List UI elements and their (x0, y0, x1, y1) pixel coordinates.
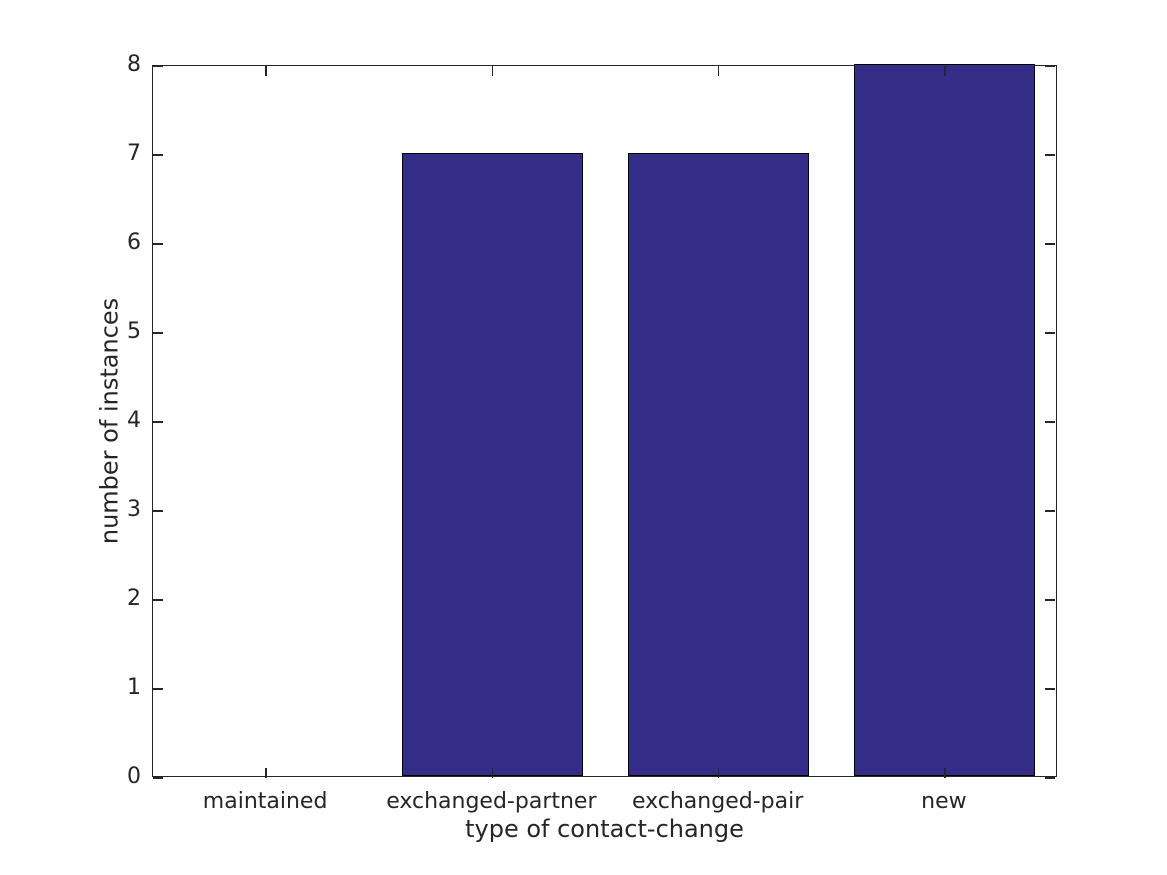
y-tick-right-7 (1045, 154, 1055, 156)
x-tick-label-exchanged-pair: exchanged-pair (631, 789, 804, 814)
y-tick-right-8 (1045, 65, 1055, 67)
y-tick-right-4 (1045, 421, 1055, 423)
bar-exchanged-pair (628, 153, 810, 776)
y-tick-label-5: 5 (127, 319, 141, 344)
y-tick-label-4: 4 (127, 408, 141, 433)
y-tick-right-1 (1045, 688, 1055, 690)
x-tick-top-maintained (265, 66, 267, 76)
y-tick-label-0: 0 (127, 764, 141, 789)
y-tick-label-1: 1 (127, 675, 141, 700)
y-tick-label-6: 6 (127, 230, 141, 255)
y-tick-label-7: 7 (127, 141, 141, 166)
y-tick-right-3 (1045, 510, 1055, 512)
y-tick-right-5 (1045, 332, 1055, 334)
x-tick-bottom-exchanged-pair (717, 768, 720, 778)
x-tick-label-maintained: maintained (202, 789, 328, 814)
y-tick-left-4 (153, 421, 163, 423)
x-axis-label: type of contact-change (465, 815, 744, 843)
y-tick-left-0 (153, 777, 163, 779)
x-tick-bottom-exchanged-partner (491, 768, 494, 778)
plot-area (152, 64, 1057, 779)
y-tick-left-2 (153, 599, 163, 601)
x-tick-top-exchanged-partner (491, 66, 494, 76)
x-tick-top-exchanged-pair (717, 66, 720, 76)
y-tick-label-3: 3 (127, 497, 141, 522)
x-tick-label-new: new (921, 789, 967, 814)
x-tick-top-new (944, 66, 946, 76)
y-tick-left-1 (153, 688, 163, 690)
y-tick-left-8 (153, 65, 163, 67)
y-tick-right-6 (1045, 243, 1055, 245)
bar-exchanged-partner (401, 153, 583, 776)
y-tick-label-8: 8 (127, 52, 141, 77)
x-tick-label-exchanged-partner: exchanged-partner (386, 789, 597, 814)
y-tick-left-6 (153, 243, 163, 245)
y-tick-left-5 (153, 332, 163, 334)
bar-new (854, 64, 1036, 776)
y-tick-right-2 (1045, 599, 1055, 601)
y-tick-right-0 (1045, 777, 1055, 779)
y-tick-label-2: 2 (127, 586, 141, 611)
y-tick-left-7 (153, 154, 163, 156)
x-tick-bottom-maintained (265, 768, 267, 778)
y-tick-left-3 (153, 510, 163, 512)
x-tick-bottom-new (944, 768, 946, 778)
